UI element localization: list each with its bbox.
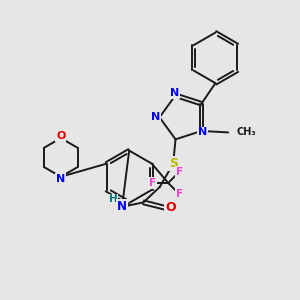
Text: N: N [117, 200, 127, 213]
Text: S: S [169, 157, 178, 170]
Text: N: N [151, 112, 160, 122]
Text: O: O [166, 201, 176, 214]
Text: N: N [170, 88, 180, 98]
Text: CH₃: CH₃ [236, 128, 256, 137]
Text: F: F [176, 167, 183, 177]
Text: F: F [149, 178, 156, 188]
Text: H: H [109, 194, 118, 204]
Text: O: O [56, 131, 65, 141]
Text: F: F [176, 189, 183, 199]
Text: N: N [198, 128, 208, 137]
Text: N: N [56, 174, 65, 184]
